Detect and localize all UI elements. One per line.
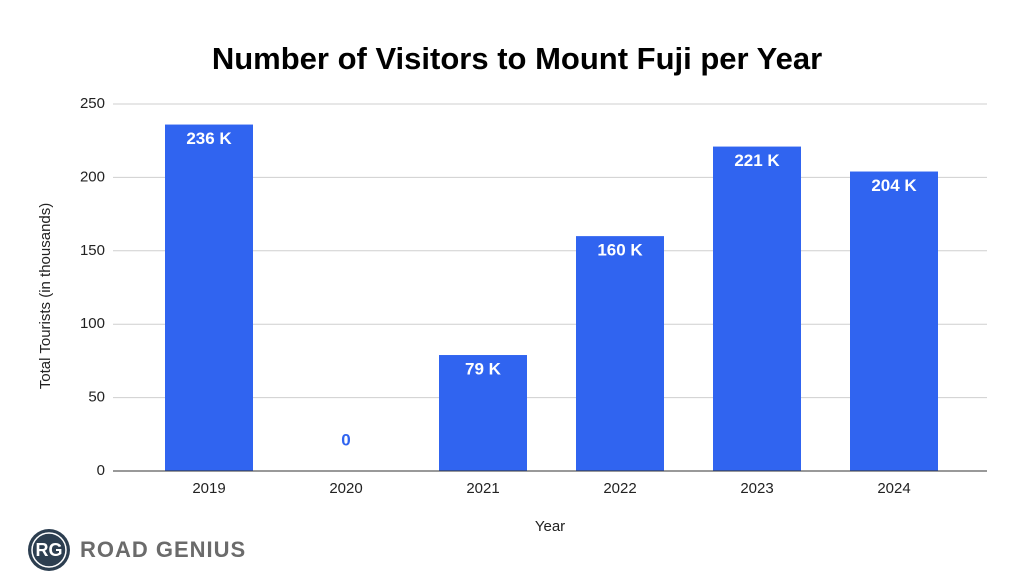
x-tick-label: 2024 <box>877 480 910 497</box>
logo-text: ROAD GENIUS <box>80 537 246 562</box>
data-label: 221 K <box>734 151 780 170</box>
data-label: 0 <box>341 430 350 449</box>
bar <box>439 355 527 471</box>
y-tick-label: 50 <box>88 389 105 406</box>
y-tick-label: 200 <box>80 168 105 185</box>
x-tick-label: 2023 <box>740 480 773 497</box>
logo-ring <box>31 532 67 568</box>
x-tick-label: 2019 <box>192 480 225 497</box>
bar <box>165 124 253 471</box>
bar <box>576 236 664 471</box>
x-tick-label: 2022 <box>603 480 636 497</box>
logo-badge <box>28 529 70 571</box>
data-label: 236 K <box>186 129 232 148</box>
data-label: 204 K <box>871 176 917 195</box>
y-tick-label: 100 <box>80 315 105 332</box>
y-axis-title: Total Tourists (in thousands) <box>37 203 54 389</box>
bar <box>850 171 938 471</box>
chart-title: Number of Visitors to Mount Fuji per Yea… <box>212 41 822 76</box>
bar <box>713 146 801 471</box>
x-axis-title: Year <box>535 518 565 535</box>
logo-badge-text: RG <box>36 540 63 560</box>
data-label: 79 K <box>465 360 502 379</box>
y-tick-label: 150 <box>80 242 105 259</box>
x-tick-label: 2021 <box>466 480 499 497</box>
y-tick-label: 0 <box>97 462 105 479</box>
x-tick-label: 2020 <box>329 480 362 497</box>
data-label: 160 K <box>597 241 643 260</box>
y-tick-label: 250 <box>80 95 105 112</box>
